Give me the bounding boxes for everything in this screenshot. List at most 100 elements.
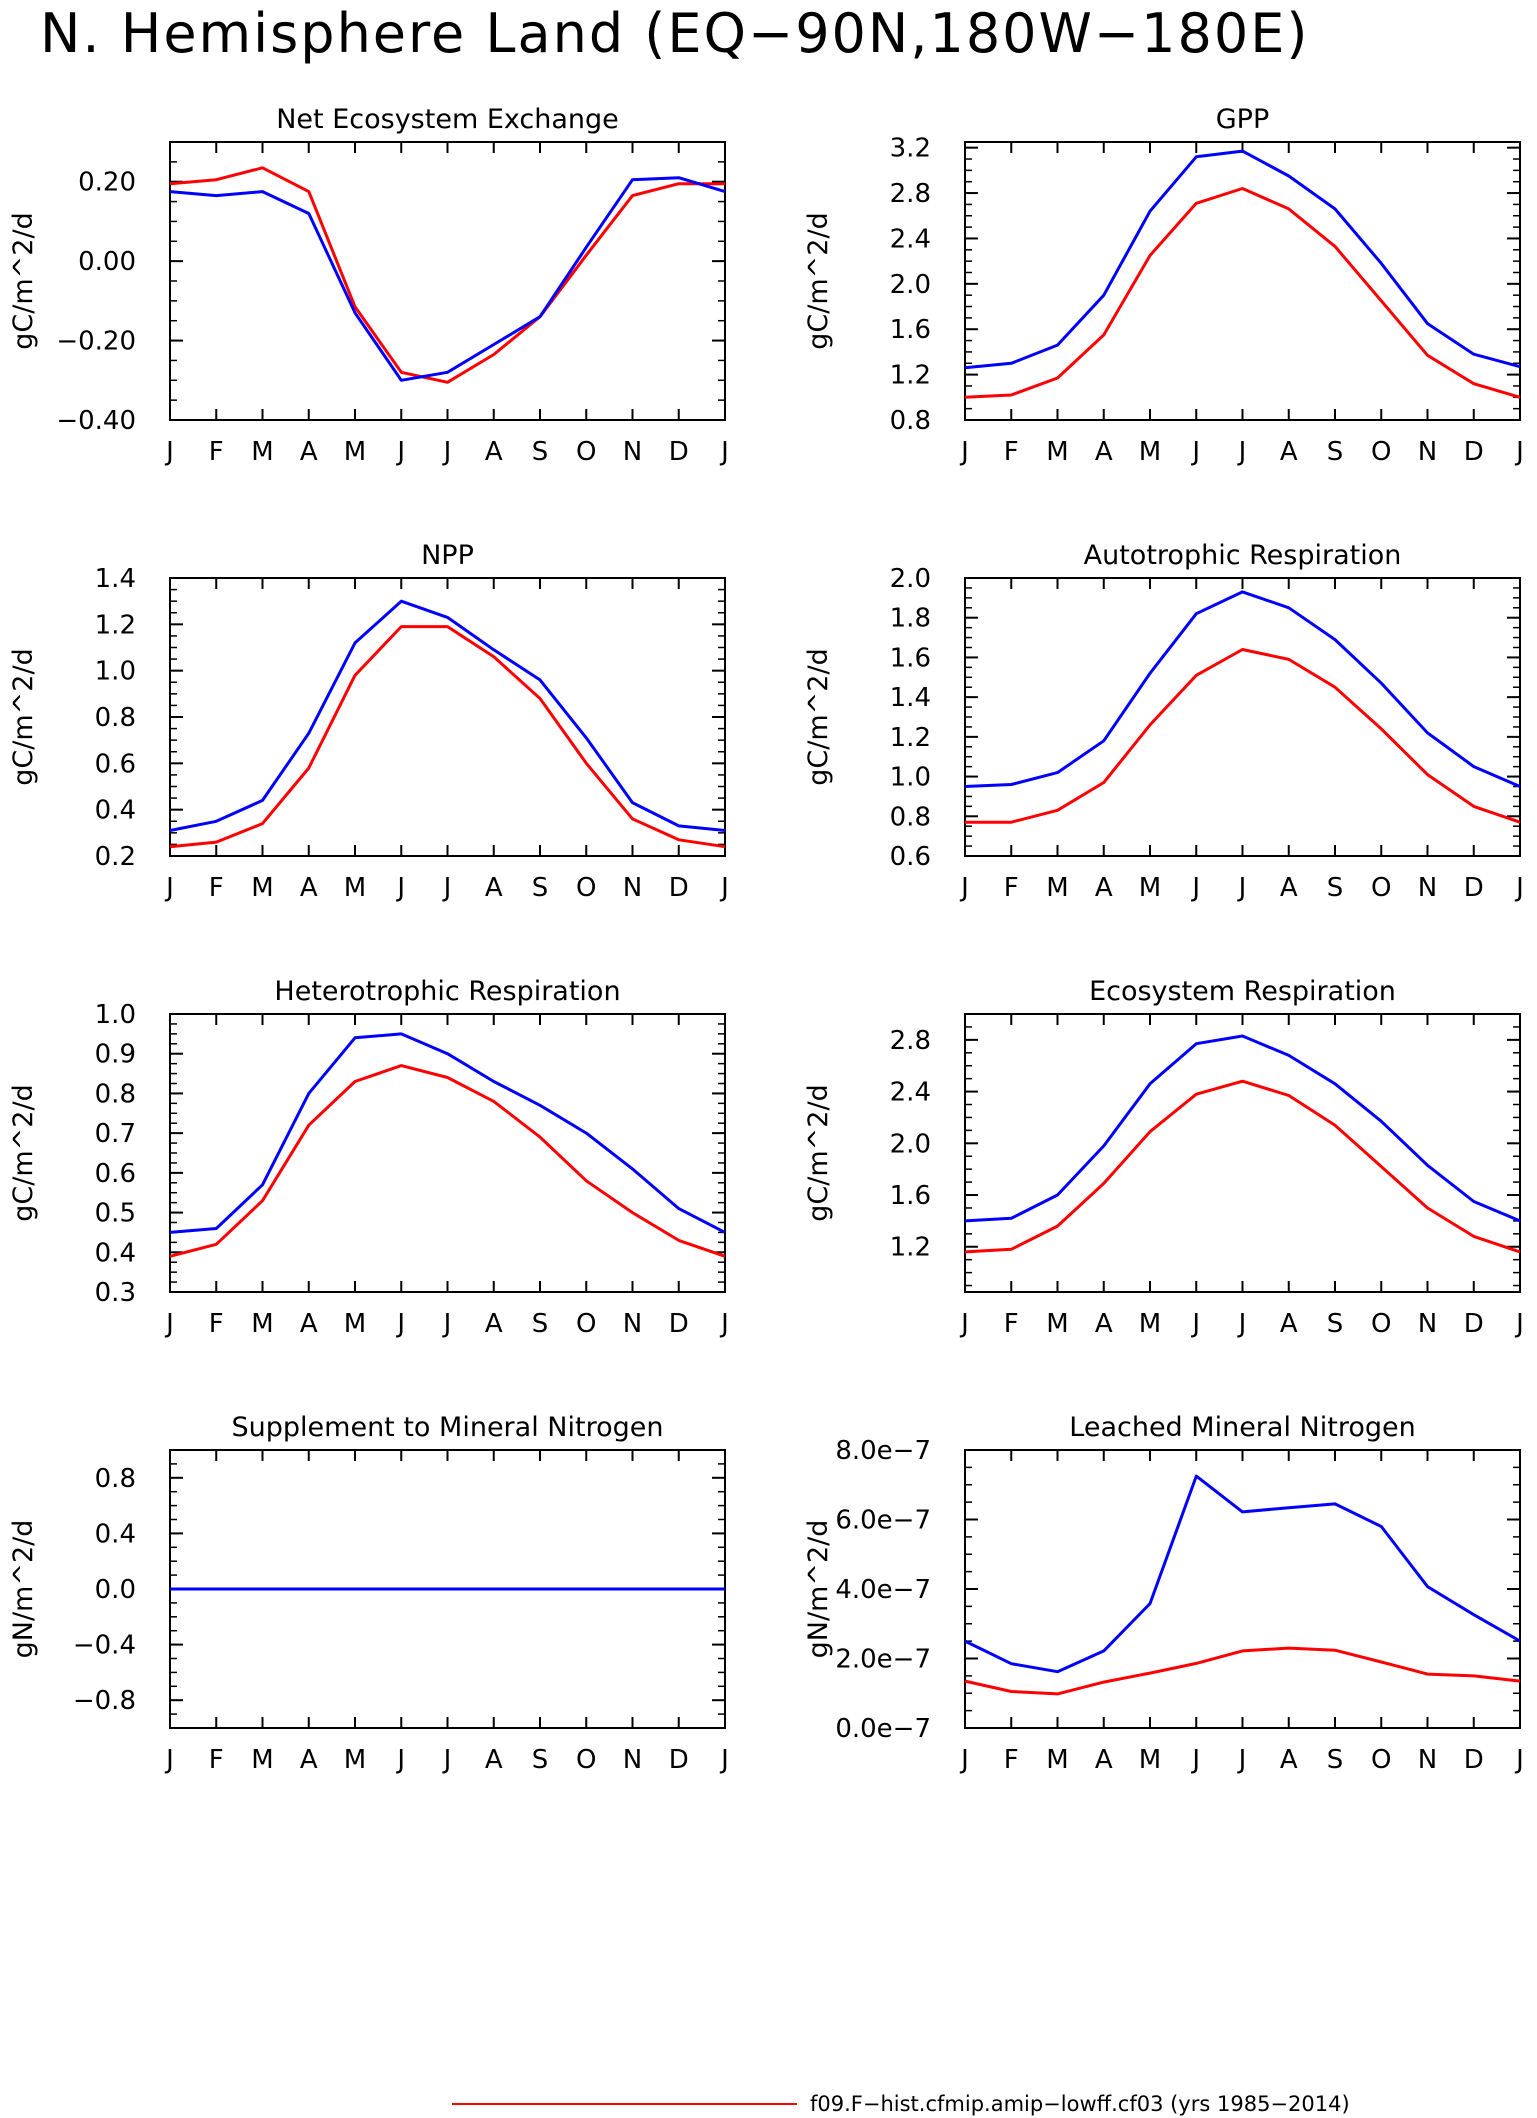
x-tick-label: J bbox=[1237, 1309, 1247, 1339]
x-tick-label: M bbox=[344, 437, 366, 467]
panel-title: Heterotrophic Respiration bbox=[274, 976, 620, 1007]
x-tick-label: A bbox=[1280, 1309, 1298, 1339]
x-tick-label: J bbox=[1190, 1745, 1200, 1775]
x-tick-label: S bbox=[532, 1309, 549, 1339]
x-tick-label: J bbox=[442, 873, 452, 903]
x-tick-label: J bbox=[164, 1309, 174, 1339]
x-tick-label: M bbox=[1046, 873, 1068, 903]
x-tick-label: A bbox=[1095, 873, 1113, 903]
x-tick-label: J bbox=[959, 437, 969, 467]
series-line-blue bbox=[964, 149, 1521, 370]
x-tick-label: M bbox=[344, 873, 366, 903]
y-tick-label: 0.5 bbox=[95, 1199, 136, 1229]
plot-frame bbox=[964, 1013, 1521, 1293]
y-tick-label: 0.8 bbox=[95, 1079, 136, 1109]
y-axis-label: gC/m^2/d bbox=[803, 212, 834, 349]
series-line-blue bbox=[169, 176, 726, 382]
y-tick-label: 1.6 bbox=[890, 643, 931, 673]
x-tick-label: J bbox=[1237, 437, 1247, 467]
y-tick-label: 2.0 bbox=[890, 270, 931, 300]
y-tick-label: 0.00 bbox=[78, 247, 136, 277]
x-tick-label: J bbox=[959, 873, 969, 903]
x-tick-label: N bbox=[1418, 437, 1437, 467]
x-tick-label: A bbox=[300, 437, 318, 467]
y-tick-label: 0.4 bbox=[95, 796, 136, 826]
x-tick-label: O bbox=[1371, 873, 1391, 903]
x-tick-label: M bbox=[1046, 437, 1068, 467]
x-tick-label: N bbox=[623, 1309, 642, 1339]
x-tick-label: J bbox=[1190, 437, 1200, 467]
x-tick-label: O bbox=[576, 1309, 596, 1339]
panel-title: Supplement to Mineral Nitrogen bbox=[232, 1412, 664, 1443]
x-tick-label: O bbox=[1371, 1745, 1391, 1775]
x-tick-label: J bbox=[442, 1745, 452, 1775]
panel-title: Ecosystem Respiration bbox=[1089, 976, 1396, 1007]
x-tick-label: A bbox=[1095, 1309, 1113, 1339]
x-tick-label: N bbox=[1418, 1745, 1437, 1775]
x-tick-label: J bbox=[719, 1309, 729, 1339]
y-tick-label: 2.4 bbox=[890, 224, 931, 254]
panel-title: Leached Mineral Nitrogen bbox=[1069, 1412, 1415, 1443]
y-tick-label: 0.3 bbox=[95, 1278, 136, 1308]
x-tick-label: F bbox=[1004, 1309, 1019, 1339]
y-tick-label: 1.2 bbox=[890, 1233, 931, 1263]
y-tick-label: 1.2 bbox=[890, 723, 931, 753]
panel-title: NPP bbox=[421, 540, 474, 571]
y-tick-label: 1.4 bbox=[95, 564, 136, 594]
x-tick-label: J bbox=[395, 1745, 405, 1775]
x-tick-label: D bbox=[1464, 873, 1484, 903]
x-tick-label: F bbox=[209, 437, 224, 467]
x-tick-label: O bbox=[576, 873, 596, 903]
x-tick-label: J bbox=[164, 1745, 174, 1775]
x-tick-label: J bbox=[1190, 1309, 1200, 1339]
y-tick-label: 0.7 bbox=[95, 1119, 136, 1149]
x-tick-label: O bbox=[1371, 1309, 1391, 1339]
x-tick-label: F bbox=[1004, 437, 1019, 467]
plot-frame bbox=[964, 577, 1521, 857]
x-tick-label: A bbox=[1280, 437, 1298, 467]
x-tick-label: M bbox=[1046, 1745, 1068, 1775]
legend-label: f09.F−hist.cfmip.amip−lowff.cf03 (yrs 19… bbox=[810, 2092, 1350, 2116]
y-tick-label: 0.20 bbox=[78, 168, 136, 198]
x-tick-label: S bbox=[1327, 1745, 1344, 1775]
x-tick-label: J bbox=[1514, 1309, 1524, 1339]
x-tick-label: D bbox=[669, 1309, 689, 1339]
x-tick-label: N bbox=[1418, 873, 1437, 903]
y-tick-label: 0.4 bbox=[95, 1238, 136, 1268]
x-tick-label: J bbox=[395, 873, 405, 903]
series-line-red bbox=[169, 1064, 726, 1258]
y-tick-label: −0.20 bbox=[56, 327, 136, 357]
x-tick-label: F bbox=[209, 1309, 224, 1339]
x-tick-label: O bbox=[1371, 437, 1391, 467]
x-tick-label: J bbox=[719, 873, 729, 903]
x-tick-label: S bbox=[1327, 873, 1344, 903]
y-tick-label: 2.0e−7 bbox=[835, 1645, 931, 1675]
y-tick-label: 1.4 bbox=[890, 683, 931, 713]
y-tick-label: 1.6 bbox=[890, 315, 931, 345]
x-tick-label: M bbox=[1139, 873, 1161, 903]
x-tick-label: A bbox=[485, 1745, 503, 1775]
plot-frame bbox=[169, 577, 726, 857]
x-tick-label: D bbox=[1464, 1309, 1484, 1339]
series-line-blue bbox=[964, 590, 1521, 788]
x-tick-label: D bbox=[669, 437, 689, 467]
y-tick-label: 0.6 bbox=[95, 749, 136, 779]
x-tick-label: A bbox=[1280, 873, 1298, 903]
x-tick-label: S bbox=[532, 873, 549, 903]
panel-title: Net Ecosystem Exchange bbox=[276, 104, 619, 135]
y-tick-label: 0.8 bbox=[95, 703, 136, 733]
x-tick-label: M bbox=[1046, 1309, 1068, 1339]
y-axis-label: gC/m^2/d bbox=[8, 212, 39, 349]
y-tick-label: 1.2 bbox=[95, 610, 136, 640]
y-axis-label: gC/m^2/d bbox=[803, 648, 834, 785]
y-tick-label: 2.0 bbox=[890, 1129, 931, 1159]
x-tick-label: F bbox=[209, 873, 224, 903]
y-axis-label: gN/m^2/d bbox=[803, 1520, 834, 1659]
y-tick-label: 0.0e−7 bbox=[835, 1714, 931, 1744]
y-tick-label: 6.0e−7 bbox=[835, 1506, 931, 1536]
series-line-blue bbox=[169, 599, 726, 832]
